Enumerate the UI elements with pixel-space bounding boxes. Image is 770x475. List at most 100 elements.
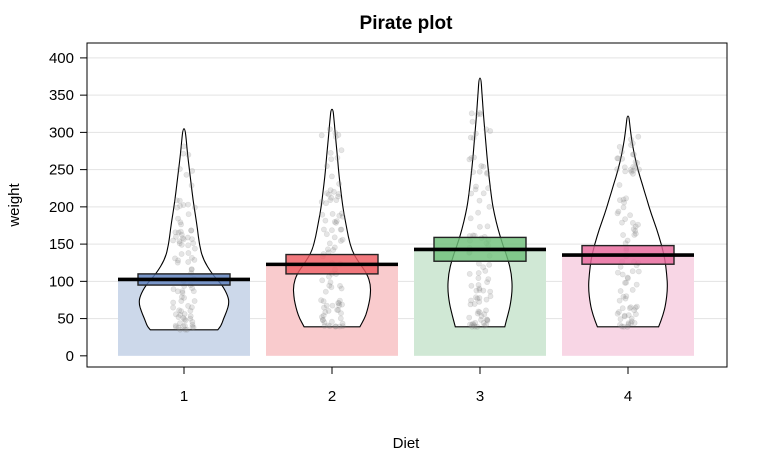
y-tick-label-100: 100: [49, 273, 74, 290]
data-point: [470, 320, 476, 327]
data-point: [326, 240, 333, 247]
data-point: [188, 266, 195, 272]
data-point: [630, 167, 637, 174]
data-point: [617, 263, 624, 270]
data-point: [339, 320, 346, 327]
data-point: [175, 314, 182, 320]
data-point: [476, 295, 483, 301]
data-point: [328, 173, 335, 180]
data-point: [616, 297, 623, 304]
data-point: [477, 111, 484, 118]
data-point: [472, 294, 479, 301]
data-point: [630, 151, 636, 158]
y-tick-label-150: 150: [49, 236, 74, 253]
data-point: [485, 185, 491, 192]
data-point: [188, 254, 195, 261]
data-point: [339, 213, 346, 220]
data-point: [335, 191, 342, 197]
data-point: [180, 202, 187, 208]
data-point: [178, 294, 185, 300]
data-point: [614, 155, 621, 162]
data-point: [338, 147, 345, 154]
data-point: [476, 168, 483, 175]
data-point: [473, 287, 480, 294]
data-point: [474, 111, 481, 118]
data-point: [482, 267, 489, 274]
data-point: [475, 308, 482, 315]
data-point: [320, 298, 327, 305]
data-point: [177, 228, 184, 235]
data-point: [478, 313, 485, 320]
data-point: [333, 218, 340, 224]
data-point: [469, 321, 475, 328]
data-point: [322, 288, 329, 295]
data-point: [327, 149, 334, 156]
data-point: [187, 313, 194, 319]
data-point: [327, 197, 334, 203]
data-point: [323, 231, 330, 238]
data-point: [175, 215, 181, 222]
data-point: [627, 212, 633, 219]
data-point: [185, 201, 191, 208]
data-point: [335, 307, 342, 313]
data-point: [472, 186, 479, 193]
data-point: [628, 315, 635, 322]
data-point: [620, 293, 627, 300]
data-point: [472, 130, 479, 137]
data-point: [336, 212, 343, 219]
data-point: [181, 316, 188, 323]
data-point: [619, 155, 626, 162]
data-point: [190, 240, 197, 247]
data-point: [630, 170, 636, 177]
data-point: [333, 219, 339, 226]
data-point: [326, 126, 333, 133]
data-point: [633, 281, 640, 288]
data-point: [617, 316, 624, 322]
data-point: [179, 235, 186, 242]
data-point: [624, 237, 631, 244]
data-point: [466, 314, 473, 321]
data-point: [188, 182, 195, 189]
data-point: [176, 166, 183, 172]
data-point: [483, 296, 490, 303]
data-point: [476, 309, 483, 316]
data-point: [474, 323, 481, 330]
data-point: [176, 307, 183, 314]
data-point: [332, 133, 339, 140]
y-tick-label-250: 250: [49, 162, 74, 179]
data-point: [338, 310, 344, 317]
data-point: [318, 198, 325, 205]
data-point: [631, 320, 638, 326]
data-point: [476, 223, 483, 230]
data-point: [320, 312, 327, 319]
data-point: [628, 168, 635, 175]
data-point: [614, 210, 621, 217]
data-point: [634, 303, 640, 310]
y-tick-label-50: 50: [57, 311, 74, 328]
data-point: [623, 279, 629, 286]
data-point: [327, 279, 334, 286]
data-point: [172, 311, 179, 318]
data-point: [487, 293, 494, 300]
data-point: [328, 156, 335, 162]
data-point: [187, 307, 194, 314]
data-point: [179, 289, 186, 296]
data-point: [629, 268, 636, 275]
data-point: [320, 226, 327, 233]
data-point: [172, 233, 179, 240]
data-point: [338, 210, 345, 217]
data-point: [332, 323, 339, 330]
data-point: [322, 309, 329, 315]
data-point: [626, 305, 633, 311]
data-point: [478, 163, 485, 169]
data-point: [180, 314, 187, 321]
data-point: [615, 208, 622, 215]
x-tick-label-2: 2: [328, 388, 336, 405]
data-point: [319, 211, 326, 218]
data-point: [337, 226, 344, 233]
data-point: [475, 209, 481, 216]
data-point: [628, 320, 634, 327]
data-point: [474, 295, 481, 302]
data-point: [170, 304, 176, 311]
data-point: [335, 193, 341, 200]
